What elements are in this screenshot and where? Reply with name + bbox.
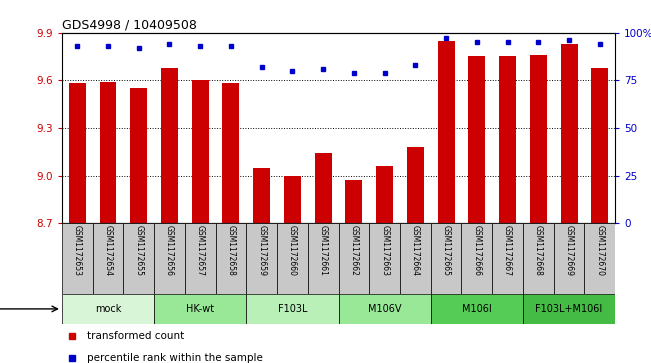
Bar [69,83,86,223]
Bar [92,223,123,294]
Bar [308,223,339,294]
Text: GSM1172665: GSM1172665 [441,225,450,276]
Bar [185,223,215,294]
Bar [339,223,369,294]
Bar [530,55,547,223]
Text: GSM1172656: GSM1172656 [165,225,174,276]
Text: GSM1172657: GSM1172657 [196,225,204,276]
Bar [246,294,339,324]
Text: F103L+M106I: F103L+M106I [536,304,603,314]
Text: HK-wt: HK-wt [186,304,214,314]
Bar [346,180,363,223]
Text: GSM1172670: GSM1172670 [595,225,604,276]
Bar [100,82,117,223]
Bar [62,294,154,324]
Text: GSM1172659: GSM1172659 [257,225,266,276]
Bar [123,223,154,294]
Text: GSM1172666: GSM1172666 [473,225,481,276]
Bar [437,41,454,223]
Text: mock: mock [95,304,121,314]
Text: GSM1172662: GSM1172662 [350,225,359,276]
Bar [376,166,393,223]
Bar [154,223,185,294]
Text: F103L: F103L [278,304,307,314]
Bar [585,223,615,294]
Text: GSM1172668: GSM1172668 [534,225,543,276]
Bar [523,223,554,294]
Text: M106I: M106I [462,304,492,314]
Text: GSM1172658: GSM1172658 [227,225,236,276]
Bar [253,168,270,223]
Bar [246,223,277,294]
Text: GSM1172663: GSM1172663 [380,225,389,276]
Text: GSM1172660: GSM1172660 [288,225,297,276]
Bar [431,294,523,324]
Bar [62,223,92,294]
Text: GDS4998 / 10409508: GDS4998 / 10409508 [62,19,197,32]
Bar [591,68,608,223]
Bar [407,147,424,223]
Bar [154,294,246,324]
Text: GSM1172653: GSM1172653 [73,225,82,276]
Bar [314,153,331,223]
Bar [561,44,577,223]
Text: M106V: M106V [368,304,402,314]
Bar [523,294,615,324]
Text: GSM1172655: GSM1172655 [134,225,143,276]
Bar [161,68,178,223]
Text: GSM1172661: GSM1172661 [318,225,327,276]
Bar [223,83,240,223]
Bar [431,223,462,294]
Bar [284,176,301,223]
Bar [215,223,246,294]
Text: GSM1172669: GSM1172669 [564,225,574,276]
Bar [339,294,431,324]
Text: transformed count: transformed count [87,331,184,341]
Text: GSM1172654: GSM1172654 [104,225,113,276]
Bar [554,223,585,294]
Bar [492,223,523,294]
Bar [469,57,485,223]
Text: percentile rank within the sample: percentile rank within the sample [87,353,262,363]
Bar [400,223,431,294]
Text: GSM1172664: GSM1172664 [411,225,420,276]
Text: GSM1172667: GSM1172667 [503,225,512,276]
Bar [277,223,308,294]
Bar [130,88,147,223]
Bar [462,223,492,294]
Bar [192,80,208,223]
Bar [369,223,400,294]
Bar [499,57,516,223]
